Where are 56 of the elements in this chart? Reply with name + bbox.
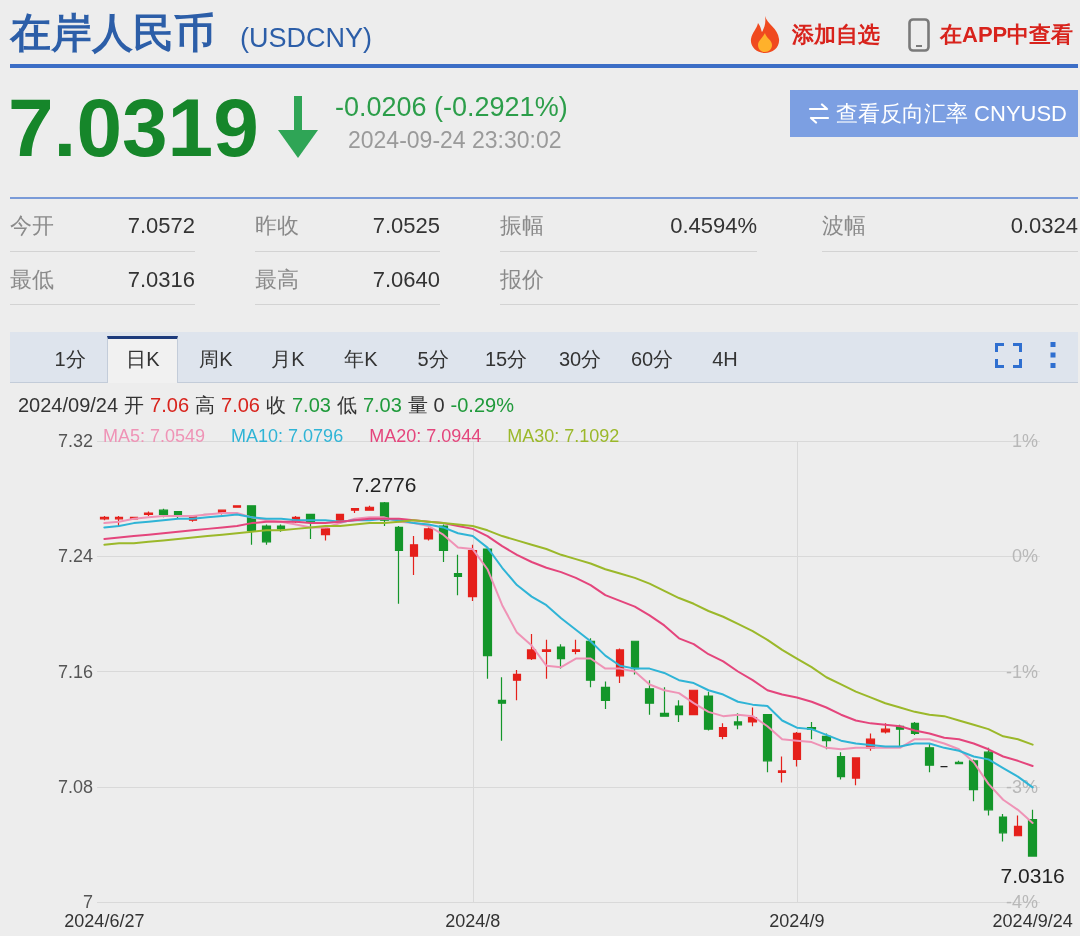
text: 年K [344, 348, 378, 370]
text: 波幅 [822, 212, 866, 239]
annotation: 7.0316 [1000, 864, 1065, 888]
chart-title: 在岸人民币 [10, 10, 215, 57]
text: 最高 [255, 266, 299, 293]
text: 在APP中查看 [940, 21, 1074, 48]
text: 7.0525 [372, 212, 440, 239]
text: 昨收 [255, 212, 299, 239]
annotation: 7.2776 [352, 473, 417, 497]
text: 日K [126, 348, 160, 370]
text: 7.0319 [8, 81, 259, 174]
text: 5分 [417, 348, 449, 370]
text: 周K [199, 348, 233, 370]
x-tick-label: 2024/9 [769, 911, 825, 931]
text: 今开 [10, 212, 54, 239]
text: 7.0572 [127, 212, 195, 239]
text: 0.0324 [1010, 212, 1078, 239]
y-tick-label: 7.24 [57, 546, 93, 567]
text: 4H [712, 348, 738, 370]
text: 2024/09/24 [18, 394, 119, 416]
x-tick-label: 2024/6/27 [64, 911, 145, 931]
x-tick-label: 2024/8 [445, 911, 501, 931]
text: 振幅 [500, 212, 544, 239]
text: MA10: 7.0796 [231, 426, 344, 446]
text: 收 [265, 394, 286, 416]
y-tick-label: 7.32 [57, 431, 93, 451]
text: MA5: 7.0549 [103, 426, 206, 446]
x-tick-label: 2024/9/24 [992, 911, 1073, 931]
text: -0.0206 (-0.2921%) [335, 92, 568, 123]
text: 7.03 [362, 394, 402, 416]
text: 7.06 [150, 394, 190, 416]
text: 高 [195, 394, 216, 416]
text: 15分 [484, 348, 528, 370]
text: 量 0 [407, 394, 445, 416]
text: 最低 [10, 266, 54, 293]
text: 30分 [558, 348, 602, 370]
y-tick-label: 7.16 [57, 661, 93, 682]
text: 7.06 [221, 394, 260, 416]
text: 报价 [500, 266, 544, 293]
text: 低 [336, 394, 357, 416]
y-tick-label: 7.08 [57, 776, 93, 797]
text: 添加自选 [792, 21, 880, 48]
y-tick-label: 7 [82, 892, 93, 912]
text: 2024-09-24 23:30:02 [348, 127, 562, 154]
text: MA30: 7.1092 [507, 426, 620, 446]
text: 开 [124, 394, 145, 416]
text: -0.29% [450, 394, 514, 416]
text: 0.4594% [670, 212, 757, 239]
text: 7.03 [291, 394, 331, 416]
text: 月K [271, 348, 305, 370]
text: MA20: 7.0944 [369, 426, 482, 446]
text: 7.0640 [372, 266, 440, 293]
chart-subtitle: (USDCNY) [240, 23, 372, 54]
text: 7.0316 [127, 266, 195, 293]
text: 60分 [630, 348, 674, 370]
text: 1分 [54, 348, 86, 370]
